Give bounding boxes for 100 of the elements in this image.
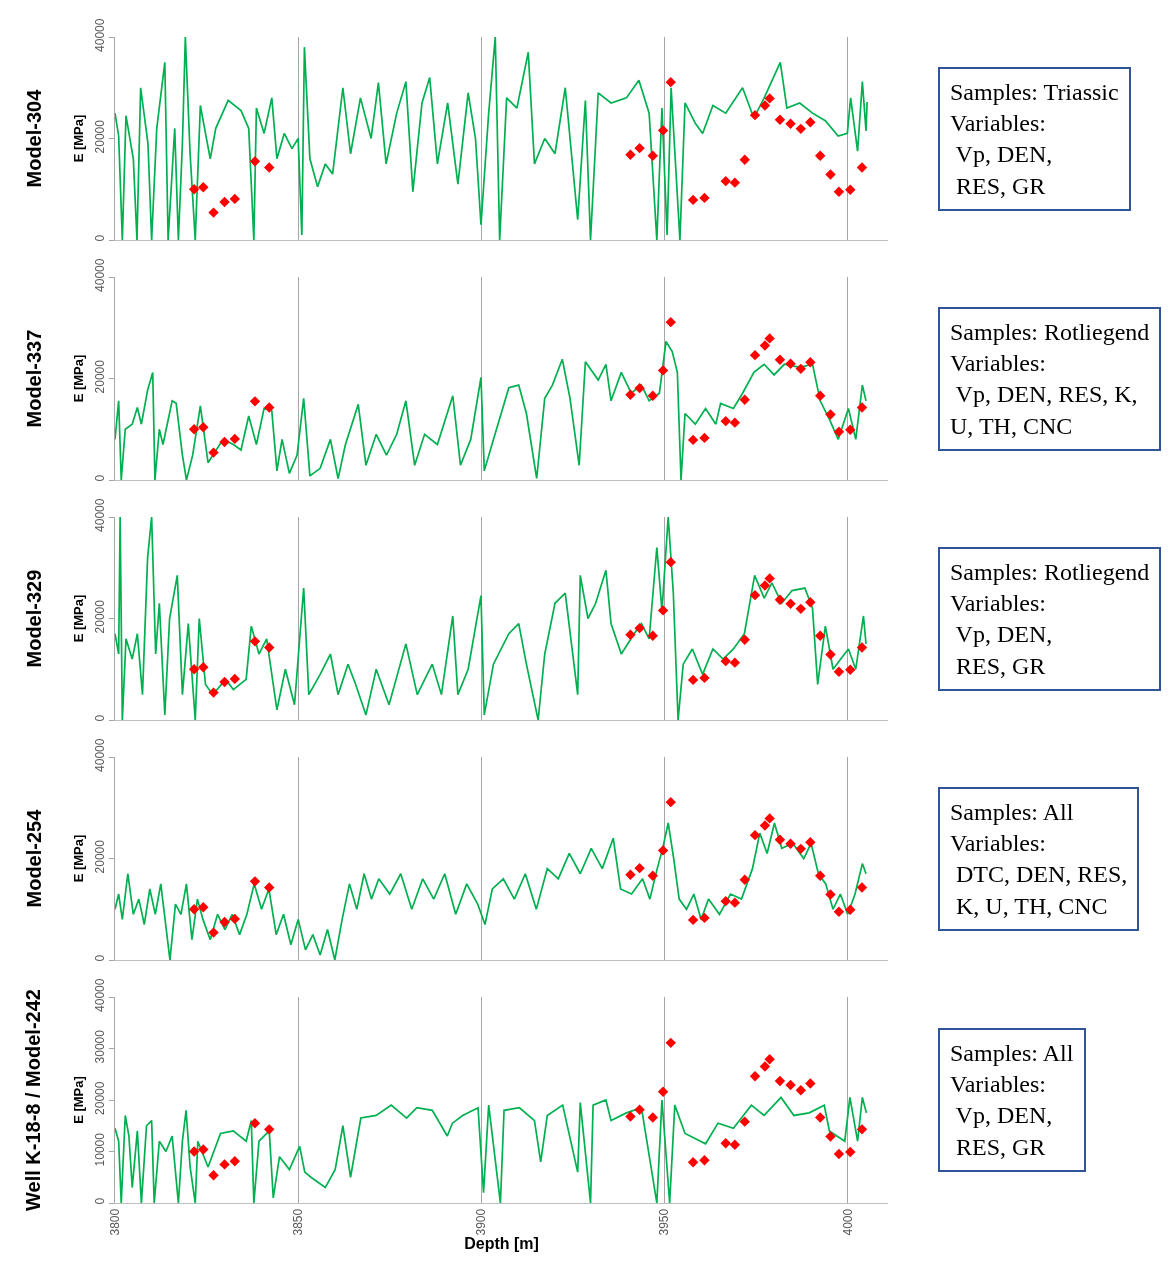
point xyxy=(625,389,636,400)
point xyxy=(665,796,676,808)
text: Well K-18-8 / Model-242 xyxy=(22,989,44,1211)
point xyxy=(198,422,209,433)
point xyxy=(749,109,761,121)
x-tick-label: 3950 xyxy=(657,1208,672,1236)
point xyxy=(249,156,261,167)
point xyxy=(634,142,645,154)
point xyxy=(720,175,731,187)
point xyxy=(699,192,710,204)
point xyxy=(264,402,275,413)
point xyxy=(739,874,750,886)
point xyxy=(739,634,750,646)
point xyxy=(795,1085,807,1096)
point xyxy=(229,673,240,685)
point xyxy=(687,674,699,686)
y-tick-label: 40000 xyxy=(93,738,108,772)
point xyxy=(825,409,836,420)
y-tick-label: 20000 xyxy=(93,1081,108,1115)
point xyxy=(647,1112,658,1123)
point xyxy=(687,1157,699,1168)
point xyxy=(665,76,676,88)
point xyxy=(634,622,645,634)
point xyxy=(805,1078,816,1089)
point xyxy=(264,642,275,653)
point xyxy=(229,1156,240,1167)
point xyxy=(856,642,868,653)
point xyxy=(856,882,868,893)
point xyxy=(759,340,771,351)
point xyxy=(729,417,741,428)
y-axis-title: E [MPa] xyxy=(71,834,87,883)
point xyxy=(208,207,219,218)
text: Samples: Triassic Variables: Vp, DEN, RES, GR xyxy=(950,79,1119,199)
line-series xyxy=(115,1096,868,1203)
y-tick-label: 40000 xyxy=(93,978,108,1012)
y-tick-label: 20000 xyxy=(93,839,108,874)
point xyxy=(815,390,826,401)
point xyxy=(720,415,731,427)
line-series xyxy=(115,37,868,240)
point xyxy=(785,838,796,849)
point xyxy=(647,630,658,641)
y-tick-label: 0 xyxy=(93,954,108,962)
point xyxy=(657,1086,669,1097)
point xyxy=(198,182,209,193)
y-axis-title: E [MPa] xyxy=(71,114,87,163)
y-tick-label: 20000 xyxy=(93,119,108,154)
point xyxy=(795,843,807,855)
point xyxy=(219,436,230,448)
point xyxy=(647,150,658,161)
point xyxy=(805,357,816,368)
text: Model-304 xyxy=(22,88,45,188)
point xyxy=(749,349,761,361)
point xyxy=(687,434,699,446)
point xyxy=(699,672,710,684)
point xyxy=(699,432,710,444)
point xyxy=(833,906,845,917)
point xyxy=(764,93,775,104)
point xyxy=(749,829,761,841)
point xyxy=(249,636,261,647)
y-axis-title: E [MPa] xyxy=(71,594,87,643)
point xyxy=(815,630,826,641)
point xyxy=(657,605,669,616)
point xyxy=(825,889,836,900)
point xyxy=(729,1139,741,1151)
point xyxy=(825,169,836,180)
line-series xyxy=(115,340,867,480)
point xyxy=(825,1131,836,1142)
point xyxy=(774,1075,786,1087)
point xyxy=(825,649,836,660)
x-tick-label: 4000 xyxy=(840,1208,855,1236)
point xyxy=(625,1111,636,1122)
y-tick-label: 30000 xyxy=(93,1029,108,1064)
point xyxy=(815,870,826,881)
point xyxy=(729,657,741,668)
point xyxy=(188,184,200,195)
point xyxy=(774,834,786,845)
point xyxy=(764,813,775,824)
point xyxy=(229,913,240,925)
point xyxy=(856,402,868,413)
point xyxy=(795,363,807,375)
y-axis-title: E [MPa] xyxy=(71,1076,87,1124)
point xyxy=(805,597,816,608)
line-series xyxy=(115,517,867,720)
point xyxy=(845,664,856,675)
point xyxy=(188,424,200,435)
point xyxy=(764,333,775,344)
point xyxy=(219,916,230,928)
point xyxy=(625,869,636,880)
point xyxy=(815,1112,826,1123)
point xyxy=(625,629,636,640)
point xyxy=(249,876,261,887)
y-tick-label: 40000 xyxy=(93,498,108,532)
point xyxy=(764,573,775,584)
point xyxy=(845,904,856,915)
point xyxy=(219,1159,230,1170)
point xyxy=(845,184,856,195)
point xyxy=(805,837,816,848)
point xyxy=(634,382,645,394)
point xyxy=(264,162,275,173)
point xyxy=(739,1116,750,1127)
